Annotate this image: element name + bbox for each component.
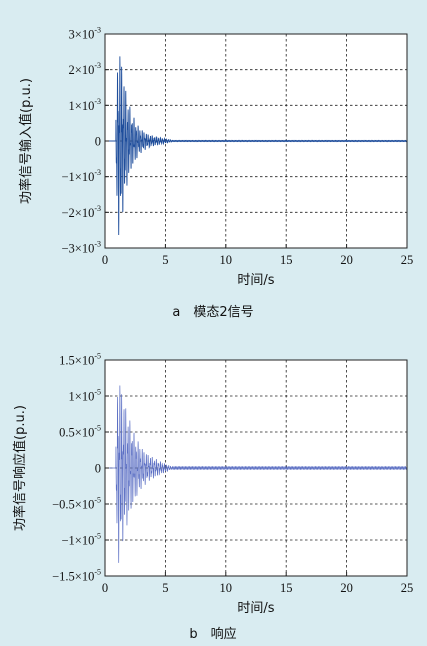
y-tick-label: −1.5×10-5 [52,568,101,584]
x-tick-label: 5 [162,253,168,267]
chart-b: 0 5 10 15 20 25 1.5×10-5 1×10-5 0.5×10-5 0 −0.5×10… [12,352,413,643]
y-tick-label: 0 [95,135,101,149]
y-tick-label: 2×10-3 [69,61,101,77]
x-tick-label: 15 [280,581,293,595]
chart-caption: a 模态2信号 [172,305,253,320]
y-tick-label: −1×10-3 [61,168,101,184]
x-axis-label: 时间/s [237,273,274,288]
y-tick-label: 3×10-3 [69,26,101,42]
y-tick-label: −3×10-3 [61,240,101,256]
y-tick-label: 0 [95,462,101,476]
series-line [105,385,408,563]
y-axis-label: 功率信号输入值(p.u.) [18,78,34,204]
x-tick-label: 20 [340,253,353,267]
x-tick-label: 0 [102,253,108,267]
x-tick-label: 10 [220,581,233,595]
x-tick-label: 25 [401,581,414,595]
y-tick-label: 1×10-3 [69,97,101,113]
y-tick-label: −1×10-5 [61,532,101,548]
x-tick-label: 15 [280,253,293,267]
y-tick-label: −2×10-3 [61,204,101,220]
x-axis-label: 时间/s [237,601,274,616]
y-tick-label: 1.5×10-5 [59,352,101,368]
y-tick-label: 0.5×10-5 [59,424,101,440]
x-tick-label: 20 [340,581,353,595]
x-tick-label: 25 [401,253,414,267]
x-tick-label: 0 [102,581,108,595]
chart-a: 0 5 10 15 20 25 3×10-3 2×10-3 1×10-3 0 −1×10-3 −2×1… [18,26,413,321]
y-tick-label: −0.5×10-5 [52,496,101,512]
chart-caption: b 响应 [189,626,236,642]
y-axis-label: 功率信号响应值(p.u.) [12,405,28,531]
y-tick-label: 1×10-5 [69,388,101,404]
x-tick-label: 10 [220,253,233,267]
series-line [105,56,408,236]
x-tick-label: 5 [162,581,168,595]
